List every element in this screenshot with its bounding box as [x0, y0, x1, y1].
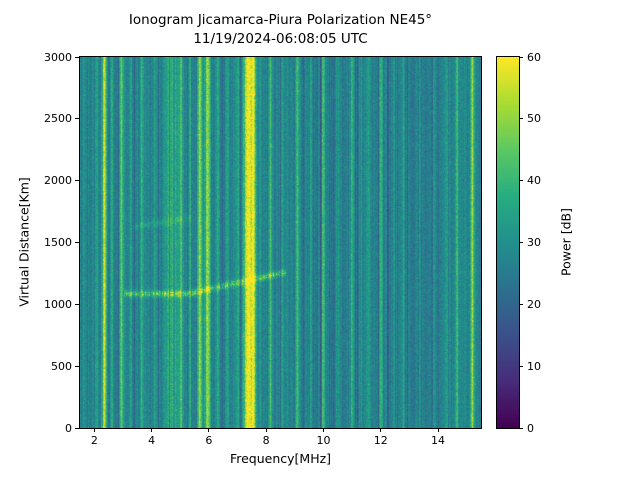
y-tick-label: 500 [51, 359, 72, 373]
y-tick [75, 365, 79, 367]
x-tick [151, 428, 153, 432]
colorbar-tick-label: 40 [527, 174, 541, 188]
colorbar-tick-label: 0 [527, 421, 534, 435]
x-tick [208, 428, 210, 432]
colorbar [496, 56, 520, 429]
y-tick-label: 3000 [44, 50, 72, 64]
chart-subtitle: 11/19/2024-06:08:05 UTC [193, 31, 368, 47]
x-tick [380, 428, 382, 432]
colorbar-tick [519, 427, 523, 429]
y-tick [75, 303, 79, 305]
colorbar-canvas [497, 57, 519, 428]
chart-title-block: Ionogram Jicamarca-Piura Polarization NE… [80, 11, 481, 49]
y-tick [75, 242, 79, 243]
y-tick [75, 56, 79, 58]
x-tick-label: 4 [148, 434, 156, 447]
x-tick [93, 428, 95, 432]
x-tick [322, 428, 324, 432]
y-tick [75, 180, 79, 182]
x-tick [437, 428, 439, 432]
x-tick-label: 14 [431, 434, 446, 447]
heatmap-canvas [80, 57, 481, 428]
colorbar-tick-label: 10 [527, 359, 541, 373]
colorbar-label: Power [dB] [558, 207, 574, 277]
colorbar-tick [519, 56, 523, 58]
y-tick [75, 427, 79, 429]
colorbar-tick-label: 60 [527, 50, 541, 64]
y-tick [75, 118, 79, 120]
x-tick [265, 428, 267, 432]
x-axis-label: Frequency[MHz] [229, 451, 332, 466]
plot-area [79, 56, 482, 429]
chart-title: Ionogram Jicamarca-Piura Polarization NE… [128, 12, 433, 28]
y-tick-label: 0 [65, 421, 72, 435]
y-tick-label: 2500 [44, 112, 72, 126]
x-tick-label: 12 [373, 434, 388, 447]
x-tick-label: 8 [262, 434, 270, 447]
x-tick-label: 10 [316, 434, 331, 447]
x-tick-label: 2 [90, 434, 98, 447]
y-tick-label: 1500 [44, 236, 72, 249]
y-tick-label: 2000 [44, 174, 72, 188]
colorbar-tick [519, 365, 523, 367]
colorbar-tick-label: 20 [527, 297, 541, 311]
colorbar-tick-label: 50 [527, 112, 541, 126]
colorbar-tick [519, 180, 523, 182]
x-tick-label: 6 [205, 434, 213, 447]
colorbar-tick [519, 303, 523, 305]
colorbar-tick [519, 242, 523, 243]
colorbar-tick-label: 30 [527, 236, 541, 249]
colorbar-tick [519, 118, 523, 120]
y-tick-label: 1000 [44, 297, 72, 311]
